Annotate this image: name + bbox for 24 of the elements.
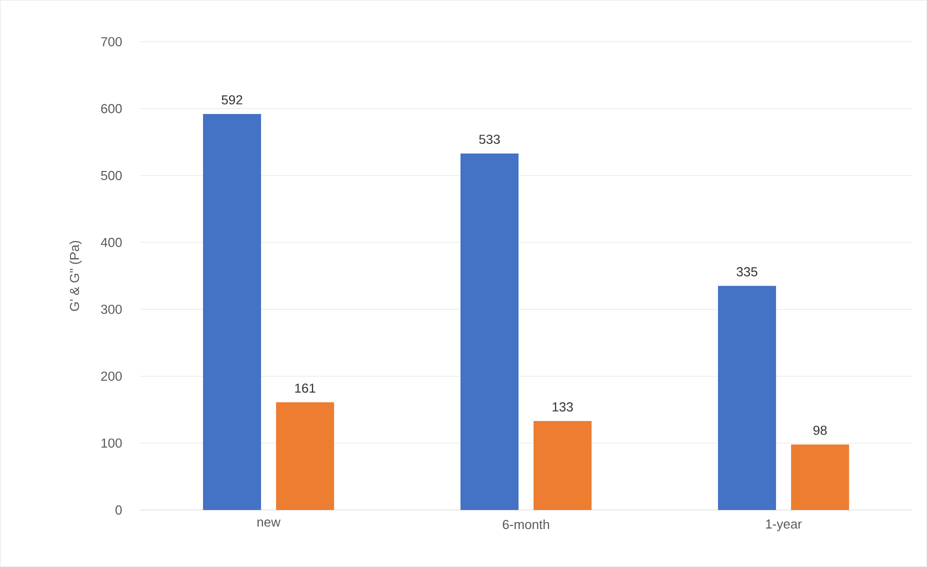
y-tick-label: 400 [100,238,122,248]
bar [203,114,262,510]
y-tick-label: 600 [101,104,122,114]
bar [718,286,776,510]
y-tick-label: 100 [102,438,122,448]
bar [791,444,850,510]
data-label: 335 [736,267,758,276]
x-tick-label: 1-year [766,520,802,532]
y-tick-label: 500 [101,171,122,180]
data-label: 533 [479,134,500,144]
y-tick-label: 200 [101,372,122,381]
y-tick-label: 300 [101,304,122,314]
y-tick-label: 700 [101,37,122,46]
bar [276,402,334,510]
bar [534,421,592,510]
data-label: 592 [222,95,242,105]
x-tick-label: 6-month [502,520,550,530]
y-tick-label: 0 [116,506,122,515]
data-label: 161 [295,384,316,393]
data-label: 133 [552,402,573,412]
x-tick-label: new [257,520,281,527]
data-label: 98 [813,426,827,436]
bar [460,154,519,510]
y-axis-title: G' & G" (Pa) [70,241,82,312]
